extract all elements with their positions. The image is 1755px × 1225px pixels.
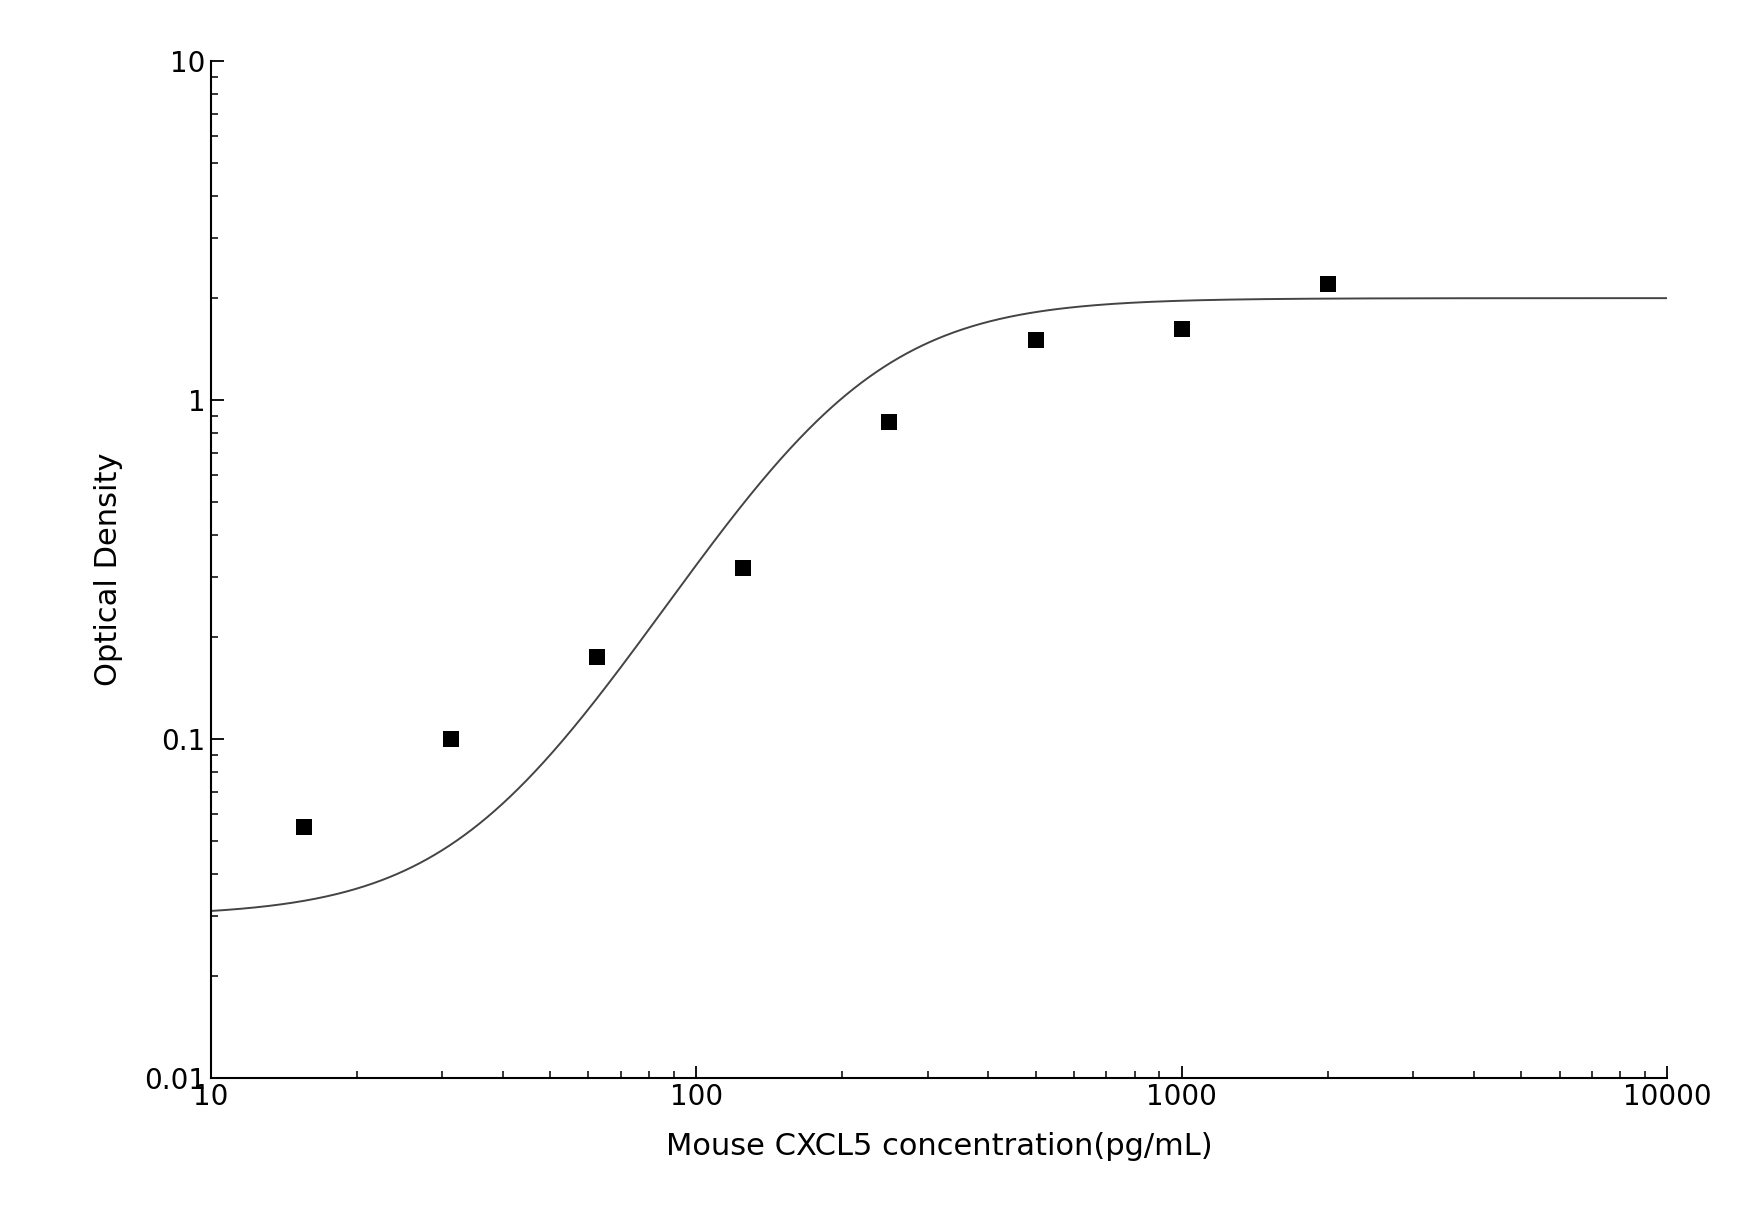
Point: [1167, 320, 1195, 339]
Point: [728, 559, 756, 578]
X-axis label: Mouse CXCL5 concentration(pg/mL): Mouse CXCL5 concentration(pg/mL): [665, 1132, 1213, 1161]
Point: [583, 647, 611, 666]
Y-axis label: Optical Density: Optical Density: [95, 453, 123, 686]
Point: [290, 817, 318, 837]
Point: [1314, 274, 1343, 294]
Point: [876, 413, 904, 432]
Point: [1021, 331, 1049, 350]
Point: [437, 729, 465, 748]
